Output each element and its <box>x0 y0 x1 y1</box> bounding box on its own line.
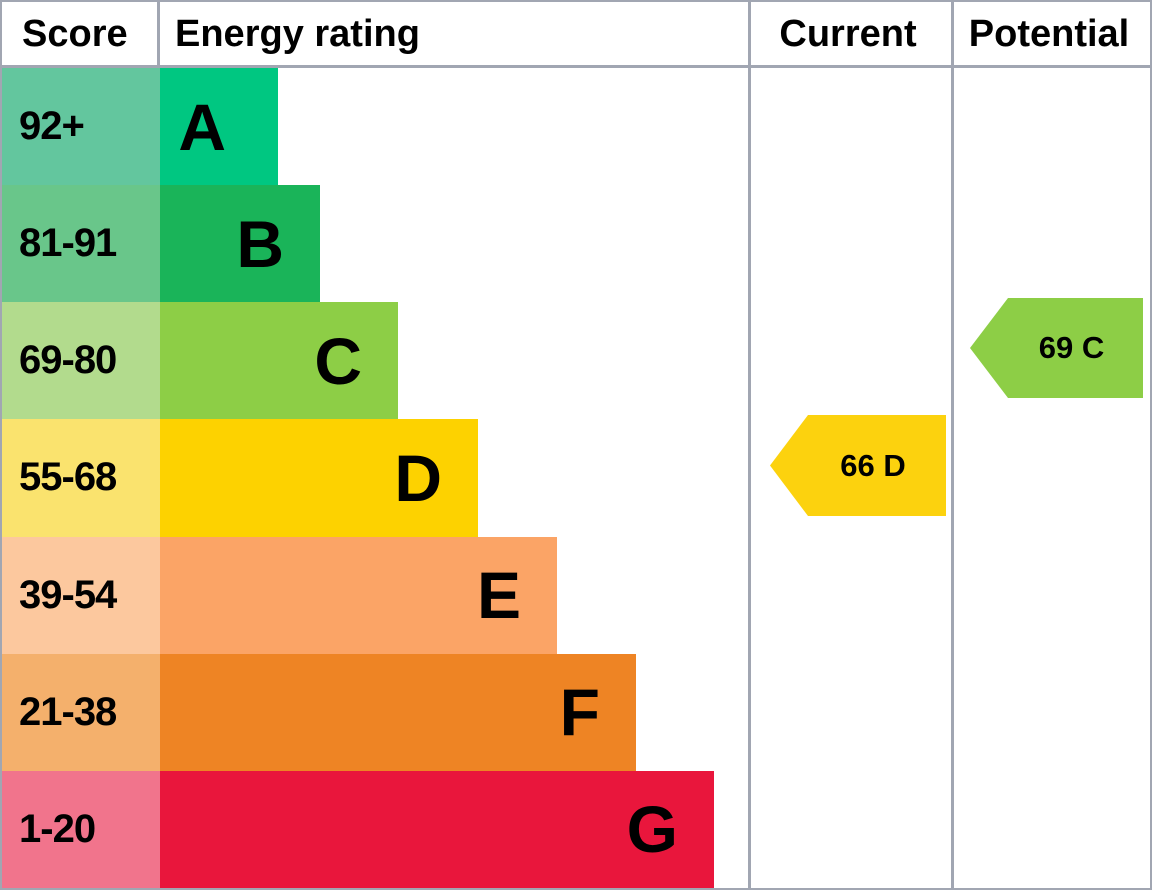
chart-body: 92+ A 81-91 B 69-80 C 55-68 D 39-54 <box>2 68 1150 888</box>
band-score-range: 39-54 <box>2 536 160 654</box>
current-rating-value: 66 D <box>840 447 906 483</box>
potential-rating-arrow: 69 C <box>970 298 1143 398</box>
epc-band-row-g: 1-20 G <box>2 770 1150 888</box>
current-column-divider <box>748 2 751 888</box>
band-letter: F <box>559 675 600 750</box>
header-current: Current <box>779 12 917 55</box>
band-bar-e: E <box>160 536 557 654</box>
potential-rating-value: 69 C <box>1038 330 1105 365</box>
band-bar-d: D <box>160 419 478 537</box>
band-score-range: 21-38 <box>2 653 160 771</box>
epc-band-row-c: 69-80 C <box>2 302 1150 420</box>
band-bar-a: A <box>160 68 278 186</box>
band-bar-g: G <box>160 770 714 888</box>
current-rating-arrow: 66 D <box>770 415 946 516</box>
band-letter: C <box>314 323 362 398</box>
band-bar-c: C <box>160 302 398 420</box>
epc-band-row-d: 55-68 D <box>2 419 1150 537</box>
band-letter: A <box>178 89 226 164</box>
band-letter: B <box>236 206 284 281</box>
header-energy-rating: Energy rating <box>175 12 420 55</box>
band-bar-f: F <box>160 653 636 771</box>
band-score-range: 81-91 <box>2 185 160 303</box>
band-letter: E <box>476 558 521 633</box>
band-score-range: 55-68 <box>2 419 160 537</box>
header-potential: Potential <box>968 12 1130 55</box>
band-bar-b: B <box>160 185 320 303</box>
band-letter: G <box>626 792 678 867</box>
header-score: Score <box>2 2 160 65</box>
epc-band-row-f: 21-38 F <box>2 653 1150 771</box>
band-score-range: 92+ <box>2 68 160 186</box>
band-score-range: 69-80 <box>2 302 160 420</box>
chart-header-row: Score Energy rating Current Potential <box>2 2 1150 68</box>
epc-band-row-a: 92+ A <box>2 68 1150 186</box>
potential-column-divider <box>951 2 954 888</box>
band-score-range: 1-20 <box>2 770 160 888</box>
epc-band-row-e: 39-54 E <box>2 536 1150 654</box>
band-letter: D <box>394 440 442 515</box>
epc-band-row-b: 81-91 B <box>2 185 1150 303</box>
